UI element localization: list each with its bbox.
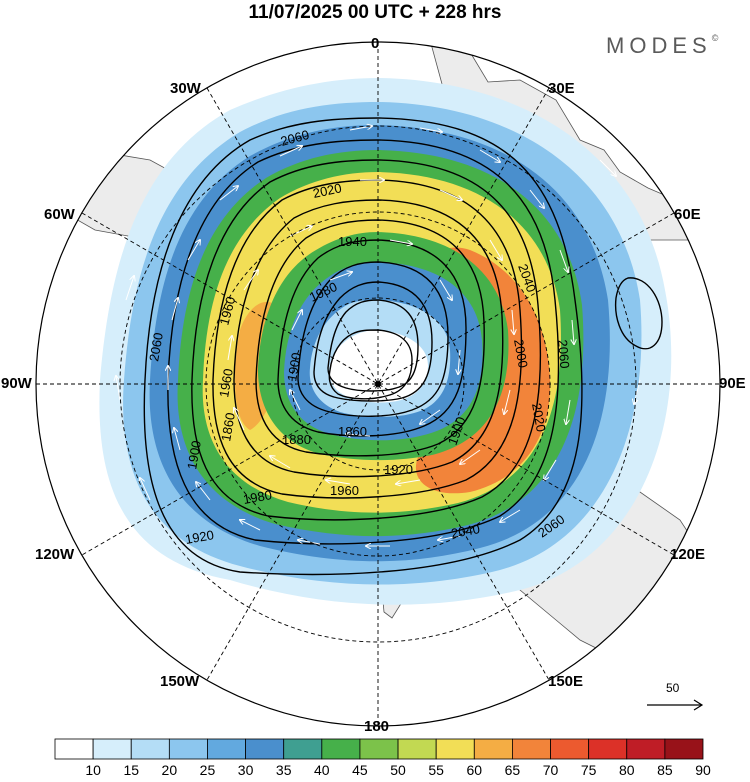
contour-label: 1960 xyxy=(330,483,359,498)
colorbar-swatch xyxy=(512,738,551,760)
colorbar-tick-label: 10 xyxy=(85,762,101,778)
modes-logo: MODES© xyxy=(606,33,718,59)
colorbar-swatch xyxy=(54,738,94,760)
map-boundary xyxy=(35,41,721,727)
lon-label-120e: 120E xyxy=(670,546,706,563)
contour-label: 2060 xyxy=(555,339,572,369)
graticule xyxy=(36,42,720,726)
contour-label: 1960 xyxy=(216,295,238,327)
lon-label-0: 0 xyxy=(371,35,380,52)
contour-label: 2020 xyxy=(312,180,343,201)
contour-label: 1900 xyxy=(184,439,204,470)
lon-label-180: 180 xyxy=(364,718,390,735)
contour-closed-east xyxy=(614,277,663,350)
contour-label: 1960 xyxy=(216,367,236,398)
contour-label: 1860 xyxy=(338,424,367,439)
reference-vector-arrow xyxy=(647,699,704,711)
colorbar-tick-label: 75 xyxy=(580,762,597,778)
lon-label-90e: 90E xyxy=(719,375,746,392)
contour-1880 xyxy=(327,299,419,392)
lon-label-120w: 120W xyxy=(35,546,75,563)
contour-1960 xyxy=(255,219,485,457)
contour-2040 xyxy=(167,139,560,545)
colorbar-swatch xyxy=(245,738,285,760)
polar-stereographic-map: 2060 2020 1940 1980 1860 1900 1920 1960 … xyxy=(35,41,721,727)
copyright-mark: © xyxy=(711,33,719,43)
brand-name: MODES xyxy=(606,33,712,58)
colorbar-tick-label: 40 xyxy=(314,762,330,778)
colorbar-tick-label: 90 xyxy=(695,762,711,778)
colorbar-swatch xyxy=(626,738,666,760)
colorbar-tick-label: 60 xyxy=(466,762,483,778)
contour-label: 1880 xyxy=(282,432,311,447)
lon-label-30w: 30W xyxy=(170,80,201,97)
contour-label: 1920 xyxy=(384,462,413,477)
colorbar-tick-label: 35 xyxy=(275,762,292,778)
colorbar-tick-label: 50 xyxy=(390,762,406,778)
contour-label: 1920 xyxy=(184,527,215,547)
colorbar-tick-label: 80 xyxy=(618,762,635,778)
colorbar-swatch xyxy=(435,738,475,760)
colorbar-swatch xyxy=(588,738,628,760)
colorbar-swatch xyxy=(359,738,399,760)
lon-label-150w: 150W xyxy=(160,673,200,690)
south-pole-marker xyxy=(375,381,381,387)
contour-label: 2000 xyxy=(511,338,531,369)
lon-label-60w: 60W xyxy=(44,206,75,223)
contour-label: 1900 xyxy=(284,351,304,382)
colorbar-swatch xyxy=(207,738,246,760)
lon-label-30e: 30E xyxy=(548,80,575,97)
contour-2020 xyxy=(191,159,542,521)
contour-1920 xyxy=(297,261,449,417)
map-title: 11/07/2025 00 UTC + 228 hrs xyxy=(248,2,502,23)
contour-label: 1940 xyxy=(338,234,367,249)
colorbar-tick-label: 55 xyxy=(428,762,444,778)
contour-label: 1980 xyxy=(242,487,273,507)
contour-label: 2060 xyxy=(279,127,311,149)
colorbar-swatch xyxy=(130,738,170,760)
map-content xyxy=(36,42,720,726)
contour-label: 2060 xyxy=(146,331,166,362)
contour-label: 1860 xyxy=(218,411,238,442)
wind-vectors xyxy=(116,126,641,546)
colorbar-tick-label: 30 xyxy=(237,762,254,778)
colorbar-swatch xyxy=(92,738,132,760)
colorbar-tick-label: 45 xyxy=(352,762,368,778)
colorbar-tick-label: 85 xyxy=(657,762,673,778)
colorbar xyxy=(54,738,704,760)
reference-vector-label: 50 xyxy=(666,681,680,695)
lon-label-90w: 90W xyxy=(1,375,32,392)
colorbar-tick-label: 70 xyxy=(542,762,559,778)
contour-label: 2020 xyxy=(529,402,549,433)
wind-speed-shading xyxy=(99,78,672,605)
contour-labels: 2060 2020 1940 1980 1860 1900 1920 1960 … xyxy=(146,127,572,547)
colorbar-swatch xyxy=(664,738,704,760)
colorbar-swatch xyxy=(550,738,590,760)
contour-1940 xyxy=(277,239,467,437)
lon-label-150e: 150E xyxy=(548,673,584,690)
colorbar-swatch xyxy=(168,738,208,760)
contour-1980 xyxy=(233,199,504,478)
colorbar-tick-label: 20 xyxy=(161,762,178,778)
lon-label-60e: 60E xyxy=(674,206,701,223)
colorbar-swatch xyxy=(397,738,437,760)
contour-label: 2040 xyxy=(450,521,481,541)
colorbar-tick-label: 15 xyxy=(123,762,140,778)
colorbar-tick-label: 25 xyxy=(199,762,216,778)
contour-2000 xyxy=(212,179,523,499)
contour-1900 xyxy=(313,281,433,402)
colorbar-swatch xyxy=(473,738,513,760)
colorbar-tick-label: 65 xyxy=(504,762,521,778)
colorbar-swatch xyxy=(321,738,361,760)
contour-1860 xyxy=(328,329,413,400)
colorbar-swatch xyxy=(283,738,323,760)
